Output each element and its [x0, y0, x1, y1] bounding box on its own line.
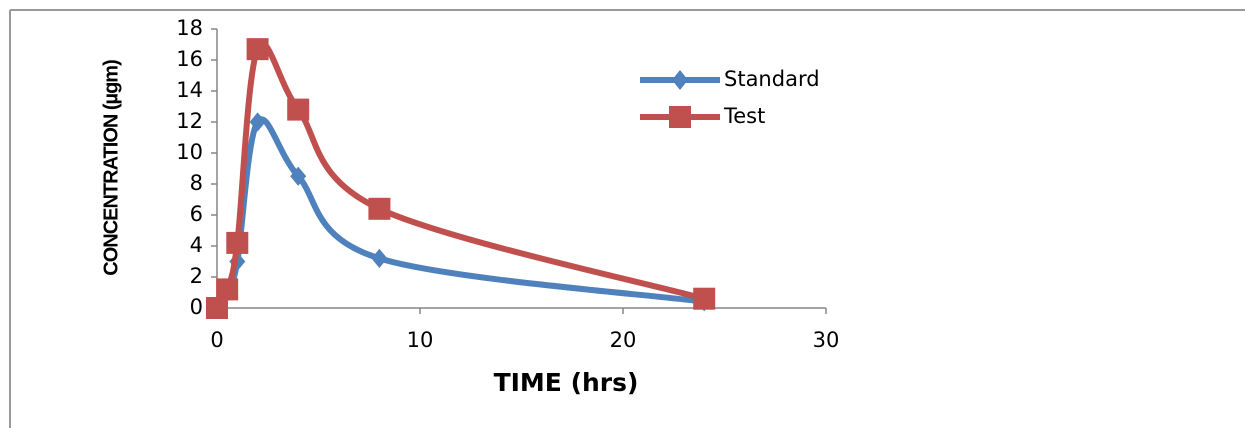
y-tick-label: 12	[176, 109, 203, 133]
y-tick-label: 2	[190, 264, 203, 288]
y-tick-label: 6	[190, 202, 203, 226]
legend-marker	[669, 106, 691, 128]
marker	[206, 297, 228, 319]
x-tick-label: 20	[610, 328, 637, 352]
marker	[371, 248, 388, 268]
y-tick-label: 16	[176, 47, 203, 71]
x-tick-label: 0	[210, 328, 223, 352]
y-axis-title: CONCENTRATION (µgm)	[100, 60, 122, 276]
y-tick-label: 8	[190, 171, 203, 195]
legend-marker	[672, 70, 688, 90]
x-tick-label: 30	[813, 328, 840, 352]
marker	[287, 98, 310, 121]
marker	[226, 231, 249, 254]
marker	[693, 287, 716, 310]
marker	[249, 112, 266, 132]
marker	[290, 166, 307, 186]
x-axis-title: TIME (hrs)	[494, 368, 639, 397]
legend-label: Standard	[724, 67, 820, 91]
y-tick-label: 4	[190, 233, 203, 257]
x-tick-label: 10	[407, 328, 434, 352]
y-tick-label: 18	[176, 16, 203, 40]
marker	[368, 197, 391, 220]
marker	[216, 278, 239, 301]
marker	[246, 38, 269, 61]
legend-label: Test	[723, 104, 765, 128]
y-tick-label: 14	[176, 78, 203, 102]
y-tick-label: 10	[176, 140, 203, 164]
y-tick-label: 0	[190, 295, 203, 319]
